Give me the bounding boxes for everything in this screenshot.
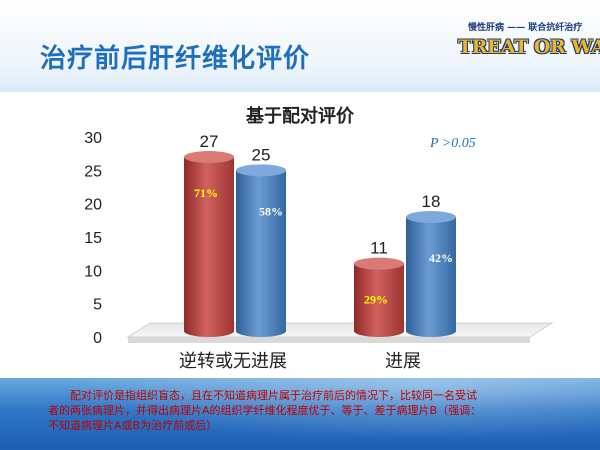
footnote: 配对评价是指组织盲态，且在不知道病理片属于治疗前后的情况下，比较同一名受试 者的…	[48, 388, 578, 433]
bar-0-1	[236, 170, 286, 337]
value-label: 18	[422, 192, 441, 211]
value-label: 25	[252, 145, 271, 164]
y-tick-label: 5	[93, 297, 102, 314]
percent-label: 58%	[259, 204, 283, 218]
y-tick-label: 30	[84, 130, 102, 147]
bar-top-1-0	[354, 257, 404, 270]
footnote-line-2: 者的两张病理片，并得出病理片A的组织学纤维化程度优于、等于、差于病理片B（强调：	[48, 404, 482, 417]
brand-tagline: 慢性肝病 —— 联合抗纤治疗	[468, 23, 583, 33]
header-band	[0, 0, 600, 92]
category-label: 逆转或无进展	[179, 351, 287, 372]
y-axis: 0 5 10 15 20 25 30	[84, 130, 102, 347]
category-label: 进展	[385, 351, 421, 372]
y-tick-label: 20	[84, 197, 102, 214]
percent-label: 42%	[429, 251, 453, 265]
chart-floor-edge	[128, 337, 530, 343]
value-label: 27	[200, 132, 219, 151]
chart-title: 基于配对评价	[245, 105, 355, 127]
y-tick-label: 25	[84, 163, 102, 180]
bar-top-0-0	[184, 151, 234, 163]
y-tick-label: 10	[84, 263, 102, 280]
bar-0-0	[184, 157, 234, 337]
percent-label: 71%	[194, 186, 218, 200]
y-tick-label: 0	[93, 330, 102, 347]
footer-band	[0, 378, 600, 450]
slide-title: 治疗前后肝纤维化评价	[40, 44, 311, 74]
bar-1-1	[406, 217, 456, 337]
chart-svg: 基于配对评价 P >0.05 0 5 10 15 20 25 30 27 71% 25 58% 11…	[84, 105, 554, 372]
bar-top-1-1	[406, 211, 456, 223]
data-labels: 27 71% 25 58% 11 29% 18 42%	[194, 132, 453, 307]
bar-top-0-1	[236, 164, 286, 177]
footnote-line-3: 不知道病理片A或B为治疗前或后）	[48, 419, 218, 432]
category-labels: 逆转或无进展 进展	[179, 351, 421, 372]
brand-logo: TREAT OR WAIT	[458, 36, 600, 58]
percent-label: 29%	[364, 293, 388, 307]
value-label: 11	[370, 239, 388, 258]
bars	[184, 151, 456, 337]
chart: 基于配对评价 P >0.05 0 5 10 15 20 25 30 27 71% 25 58% 11…	[0, 92, 600, 382]
bar-1-0	[354, 263, 404, 337]
y-tick-label: 15	[84, 230, 102, 247]
p-value-annotation: P >0.05	[429, 136, 476, 151]
footnote-line-1: 配对评价是指组织盲态，且在不知道病理片属于治疗前后的情况下，比较同一名受试	[70, 389, 477, 402]
